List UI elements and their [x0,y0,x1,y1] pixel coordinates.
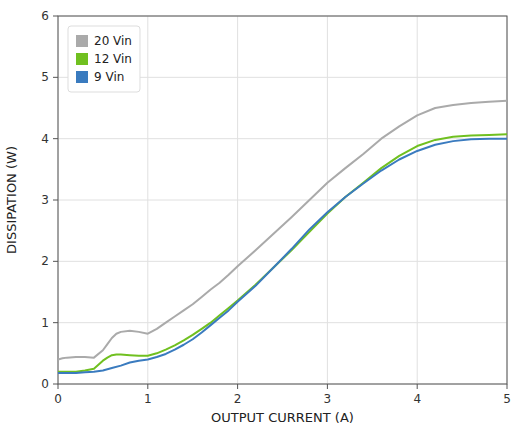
x-tick-label: 3 [324,392,332,406]
y-tick [53,322,58,323]
chart: 0 1 2 3 4 5 0 1 2 3 4 5 6 OUTPUT CURRENT (A) DISSIPATI… [0,0,525,434]
lines [58,101,507,373]
y-tick-label: 5 [41,70,49,84]
y-tick [53,384,58,385]
y-tick [53,16,58,17]
series-line [58,134,507,371]
legend-box [68,26,140,92]
x-tick [147,384,148,389]
legend-label: 12 Vin [94,52,132,66]
x-tick-label: 1 [144,392,152,406]
legend-swatch [76,35,88,47]
series-line [58,139,507,373]
legend-swatch [76,53,88,65]
legend: 20 Vin 12 Vin 9 Vin [68,26,140,92]
x-tick [417,384,418,389]
x-tick-label: 5 [503,392,511,406]
y-tick-label: 0 [41,377,49,391]
y-tick-label: 4 [41,132,49,146]
legend-swatch [76,71,88,83]
grid-line-y [58,200,507,201]
background [0,0,525,434]
x-tick-label: 4 [413,392,421,406]
x-tick [58,384,59,389]
y-tick-label: 2 [41,254,49,268]
plot-frame [58,16,507,384]
x-tick [237,384,238,389]
x-tick [507,384,508,389]
y-tick-label: 6 [41,9,49,23]
grid-line-y [58,261,507,262]
y-tick [53,200,58,201]
grid [58,16,507,384]
axes: 0 1 2 3 4 5 0 1 2 3 4 5 6 [41,9,510,406]
y-tick-label: 1 [41,316,49,330]
x-tick [327,384,328,389]
y-tick [53,261,58,262]
y-tick-label: 3 [41,193,49,207]
x-tick-label: 2 [234,392,242,406]
grid-line-y [58,322,507,323]
x-tick-label: 0 [54,392,62,406]
x-axis-label: OUTPUT CURRENT (A) [211,410,354,425]
y-tick [53,138,58,139]
legend-label: 20 Vin [94,34,132,48]
y-axis-label: DISSIPATION (W) [4,146,19,254]
legend-label: 9 Vin [94,70,124,84]
y-tick [53,77,58,78]
